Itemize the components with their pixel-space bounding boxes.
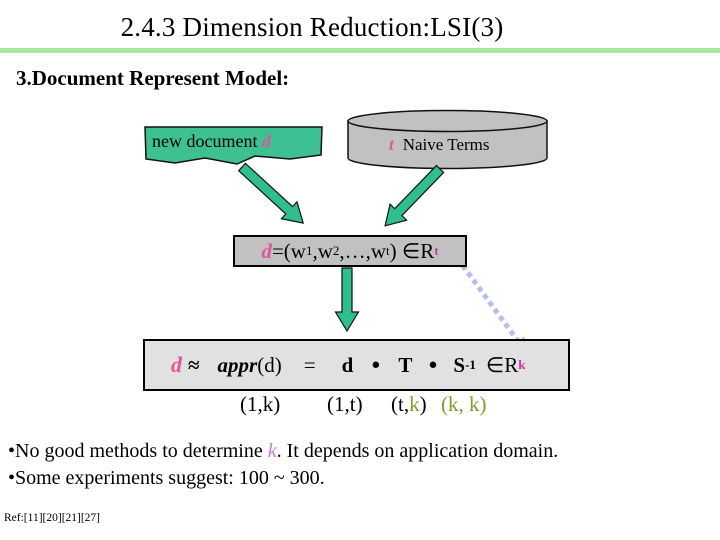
notes: •No good methods to determine k. It depe… <box>8 438 558 492</box>
title-divider <box>0 48 720 53</box>
dim-label-1t: (1,t) <box>327 392 363 416</box>
vector-formula-box: d =(w 1 ,w 2 ,…,w t) ∈R t <box>233 235 467 267</box>
vector-sup-t: t <box>434 243 439 258</box>
arrow-down-left-icon <box>384 164 445 227</box>
vector-p2: ,w <box>312 238 333 263</box>
dim-label-tk: (t,k) <box>391 392 427 417</box>
note1-post: . It depends on application domain. <box>276 440 559 462</box>
terms-var-t: t <box>389 135 394 154</box>
arrow-down-icon <box>334 267 360 333</box>
section-heading: 3.Document Represent Model: <box>16 66 290 90</box>
terms-database-cylinder-icon <box>347 109 548 170</box>
vector-subt: t <box>386 243 390 258</box>
dot-operator-1: ● <box>371 356 381 373</box>
matrix-d: d <box>341 352 354 377</box>
dim-label-kk: (k, k) <box>441 392 487 416</box>
dim-tk-k: k <box>409 392 420 416</box>
note1-var-k: k <box>267 440 277 462</box>
approx-symbol: ≈ <box>188 352 200 377</box>
arrow-down-right-icon <box>237 162 305 224</box>
appr-var-d: d <box>171 352 182 377</box>
vector-p4: ) ∈R <box>389 238 435 263</box>
vector-p1: =(w <box>271 238 306 263</box>
matrix-T: T <box>398 352 413 377</box>
new-document-box-shape <box>144 126 323 165</box>
dim-tk-post: ) <box>419 392 427 416</box>
vector-var-d: d <box>261 238 272 263</box>
new-document-var-d: d <box>261 131 271 151</box>
approximation-formula-box: d ≈ appr (d) = d ● T ● S -1 ∈R k <box>143 339 570 391</box>
matrix-S: S <box>453 352 466 377</box>
dim-label-1k: (1,k) <box>240 392 281 416</box>
page-title: 2.4.3 Dimension Reduction:LSI(3) <box>120 12 504 42</box>
vector-sub2: 2 <box>332 243 340 258</box>
sup-k: k <box>518 357 526 372</box>
note-line-2: •Some experiments suggest: 100 ~ 300. <box>8 467 325 489</box>
vector-p3: ,…,w <box>339 238 387 263</box>
terms-database-label: t Naive Terms <box>389 135 490 155</box>
vector-sub1: 1 <box>305 243 313 258</box>
terms-text: Naive Terms <box>402 135 490 154</box>
note-line-1: •No good methods to determine k. It depe… <box>8 438 558 465</box>
matrix-S-exp: -1 <box>465 357 476 372</box>
new-document-text: new document <box>152 131 262 151</box>
new-document-label: new document d <box>152 131 271 152</box>
dim-tk-pre: (t, <box>391 392 410 416</box>
note1-pre: •No good methods to determine <box>8 440 268 462</box>
in-R: ∈R <box>485 352 519 377</box>
equals-sign: = <box>303 352 316 377</box>
dot-operator-2: ● <box>428 356 438 373</box>
appr-fn: appr <box>217 352 258 377</box>
appr-arg: (d) <box>257 352 282 377</box>
references: Ref:[11][20][21][27] <box>4 512 101 524</box>
